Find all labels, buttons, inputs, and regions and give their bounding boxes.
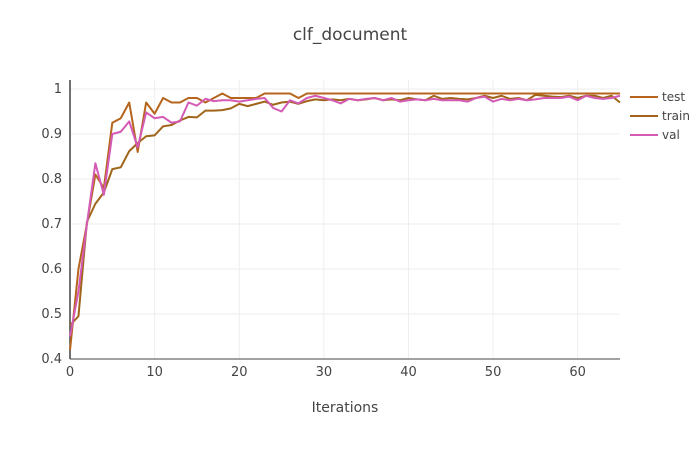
- series-line-val: [69, 94, 621, 337]
- x-tick-label: 20: [231, 365, 248, 380]
- series-line-train: [69, 93, 621, 326]
- series-line-test: [69, 92, 620, 351]
- y-tick-label: 0.8: [41, 172, 62, 187]
- y-tick-label: 0.5: [41, 307, 62, 322]
- legend-item-val[interactable]: val: [630, 128, 680, 142]
- legend[interactable]: test train val: [630, 90, 690, 142]
- legend-item-test[interactable]: test: [630, 90, 685, 104]
- legend-label: test: [662, 90, 685, 104]
- x-tick-label: 0: [66, 365, 74, 380]
- x-tick-label: 30: [316, 365, 333, 380]
- x-tick-label: 40: [400, 365, 417, 380]
- legend-label: val: [662, 128, 680, 142]
- legend-item-train[interactable]: train: [630, 109, 690, 123]
- x-tick-label: 60: [569, 365, 586, 380]
- y-tick-label: 0.7: [41, 217, 62, 232]
- axes: 0.40.50.60.70.80.910 10 20 30 40 50 60: [41, 80, 620, 380]
- chart-title: clf_document: [293, 25, 408, 45]
- grid: [70, 80, 620, 360]
- y-tick-label: 0.4: [41, 352, 62, 367]
- x-tick-label: 50: [485, 365, 502, 380]
- y-tick-label: 0.9: [41, 127, 62, 142]
- y-tick-label: 0.6: [41, 262, 62, 277]
- y-tick-label: 1: [54, 82, 62, 97]
- x-axis-title: Iterations: [312, 400, 379, 416]
- legend-label: train: [662, 109, 690, 123]
- series-lines: [69, 92, 621, 351]
- x-tick-label: 10: [146, 365, 163, 380]
